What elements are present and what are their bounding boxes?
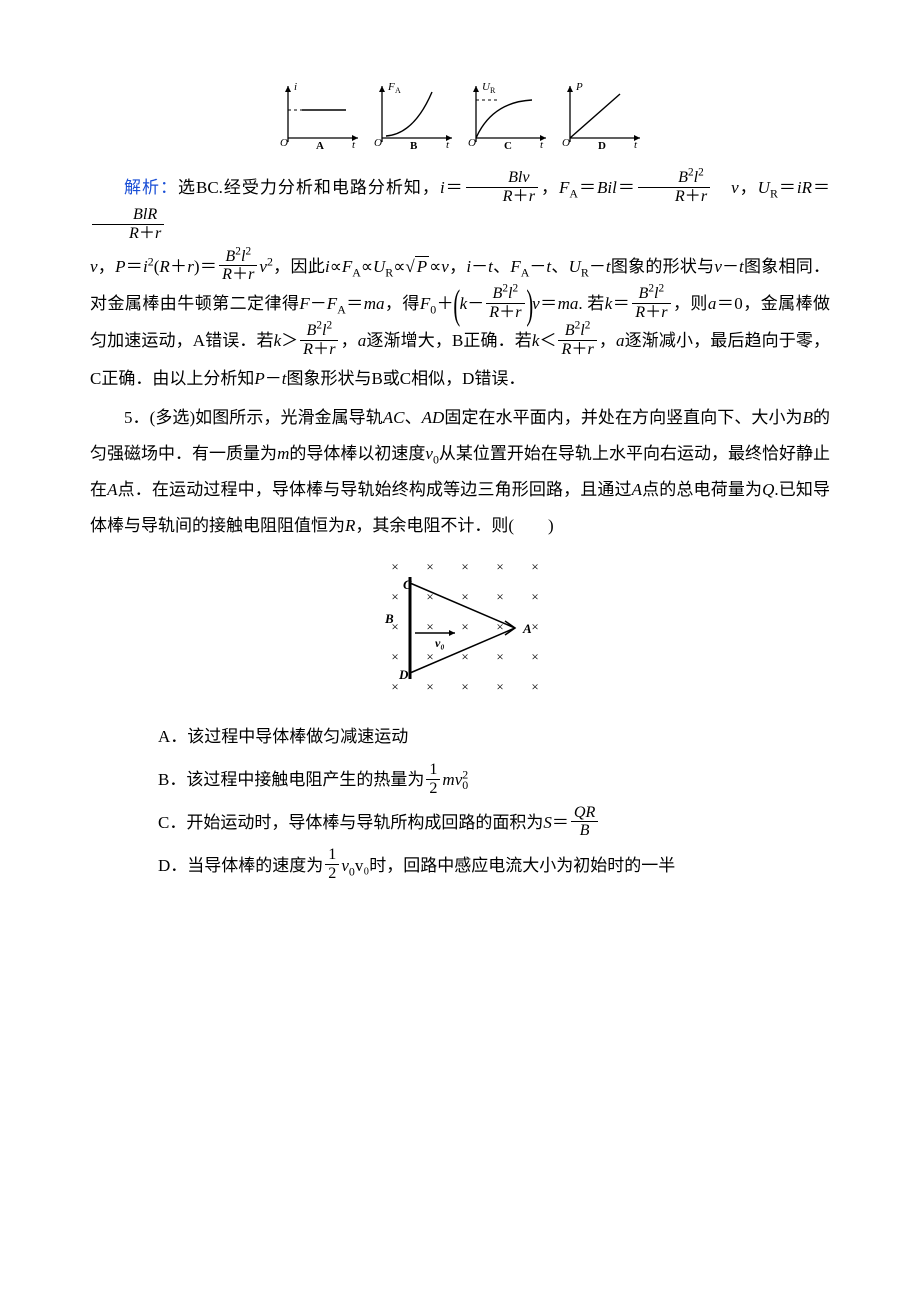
svg-text:×: × <box>496 559 503 574</box>
question-5-stem: 5．(多选)如图所示，光滑金属导轨AC、AD固定在水平面内，并处在方向竖直向下、… <box>90 400 830 543</box>
svg-text:×: × <box>496 679 503 694</box>
svg-text:D: D <box>398 667 409 682</box>
svg-text:×: × <box>426 619 433 634</box>
svg-text:×: × <box>531 679 538 694</box>
svg-text:O: O <box>562 137 570 149</box>
svg-text:C: C <box>403 577 412 592</box>
svg-text:t: t <box>634 139 638 150</box>
svg-text:A: A <box>395 86 401 95</box>
svg-text:R: R <box>490 86 496 95</box>
svg-text:×: × <box>531 559 538 574</box>
svg-text:i: i <box>294 81 297 93</box>
svg-text:A: A <box>522 621 532 636</box>
svg-text:t: t <box>352 139 356 150</box>
svg-text:C: C <box>504 140 512 150</box>
answer-graphs-row: i O t A F A O t B U R O t C P O <box>90 80 830 150</box>
svg-text:P: P <box>575 81 583 93</box>
graph-d: P O t D <box>556 80 646 150</box>
svg-text:×: × <box>391 559 398 574</box>
svg-text:O: O <box>280 137 288 149</box>
svg-text:×: × <box>496 589 503 604</box>
option-c: C．开始运动时，导体棒与导轨所构成回路的面积为S＝QRB <box>158 803 830 844</box>
svg-text:×: × <box>426 559 433 574</box>
svg-text:×: × <box>391 589 398 604</box>
svg-text:×: × <box>461 559 468 574</box>
graph-b: F A O t B <box>368 80 458 150</box>
option-a: A．该过程中导体棒做匀减速运动 <box>158 717 830 758</box>
analysis-label: 解析： <box>124 178 178 197</box>
analysis-paragraph: 解析：选BC.经受力分析和电路分析知，i＝BlvR＋r，FA＝Bil＝B2l2R… <box>90 170 830 245</box>
svg-text:O: O <box>468 137 476 149</box>
svg-text:×: × <box>496 649 503 664</box>
svg-text:t: t <box>446 139 450 150</box>
svg-text:t: t <box>540 139 544 150</box>
question-5-diagram: ××××× ××××× ××××× ××××× ××××× C B D A v₀ <box>90 553 830 703</box>
svg-text:D: D <box>598 140 606 150</box>
svg-text:B: B <box>410 140 418 150</box>
svg-text:O: O <box>374 137 382 149</box>
option-b: B．该过程中接触电阻产生的热量为12mv20 <box>158 760 830 801</box>
svg-text:B: B <box>384 611 394 626</box>
svg-text:×: × <box>391 649 398 664</box>
svg-text:A: A <box>316 140 324 150</box>
svg-text:×: × <box>531 589 538 604</box>
graph-c: U R O t C <box>462 80 552 150</box>
svg-text:×: × <box>426 679 433 694</box>
option-d: D．当导体棒的速度为12v0v₀时，回路中感应电流大小为初始时的一半 <box>158 846 830 887</box>
svg-text:v₀: v₀ <box>435 636 445 650</box>
question-5-options: A．该过程中导体棒做匀减速运动 B．该过程中接触电阻产生的热量为12mv20 C… <box>158 717 830 886</box>
analysis-line2: v，P＝i2(R＋r)＝B2l2R＋rv2，因此i∝FA∝UR∝√P∝v，i－t… <box>90 249 830 397</box>
graph-a: i O t A <box>274 80 364 150</box>
svg-text:×: × <box>461 679 468 694</box>
svg-text:×: × <box>461 619 468 634</box>
svg-text:×: × <box>531 619 538 634</box>
svg-text:×: × <box>391 679 398 694</box>
svg-text:F: F <box>387 81 395 93</box>
svg-text:×: × <box>426 649 433 664</box>
svg-text:×: × <box>531 649 538 664</box>
svg-text:×: × <box>461 589 468 604</box>
